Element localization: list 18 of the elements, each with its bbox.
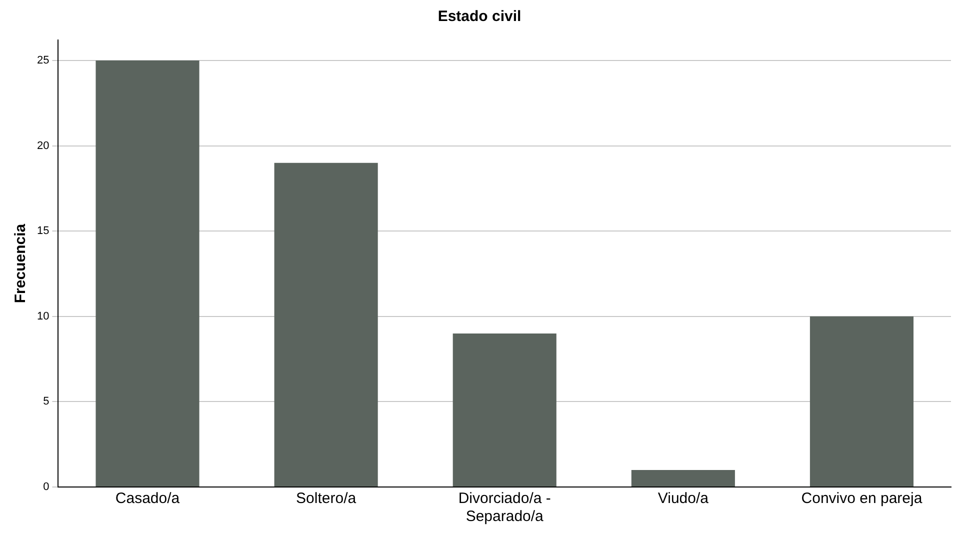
bar xyxy=(96,60,200,486)
y-tick-label: 15 xyxy=(36,225,50,238)
y-tick-label: 20 xyxy=(36,140,50,152)
bar xyxy=(810,316,914,486)
x-tick-label: Convivo en pareja xyxy=(801,490,923,508)
y-tick-label: 5 xyxy=(43,396,50,408)
y-axis-title: Frecuencia xyxy=(12,223,30,304)
y-tick-label: 25 xyxy=(36,54,50,67)
bar xyxy=(452,333,556,486)
x-tick-label: Casado/a xyxy=(115,490,180,508)
bar xyxy=(274,162,378,486)
x-tick-label: Viudo/a xyxy=(658,490,710,508)
chart-title: Estado civil xyxy=(438,8,522,26)
bar xyxy=(631,470,735,486)
x-tick-label: Soltero/a xyxy=(296,490,357,508)
y-tick-label: 10 xyxy=(36,310,50,322)
y-tick-label: 0 xyxy=(43,481,50,494)
x-tick-label: Divorciado/a - Separado/a xyxy=(458,490,551,526)
